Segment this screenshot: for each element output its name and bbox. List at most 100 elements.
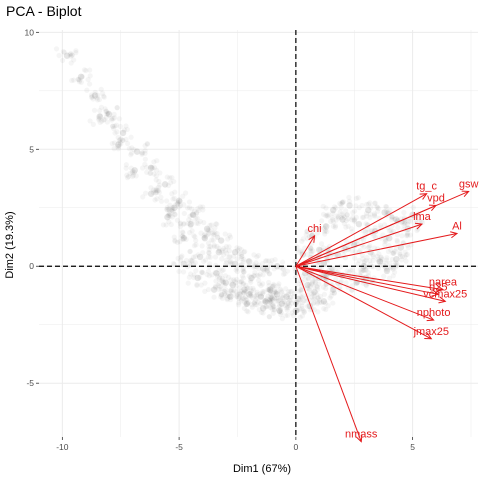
data-point [388,227,394,233]
data-point [242,248,248,255]
data-point [60,49,67,55]
data-point [387,207,393,213]
data-point [128,152,134,158]
data-point [186,205,193,211]
data-point [56,52,62,59]
data-point [269,296,276,303]
data-point [194,215,200,221]
data-point [245,258,253,265]
data-point [360,256,366,262]
data-point [365,229,371,236]
data-point [287,294,294,300]
data-point [185,220,191,227]
data-point [330,219,336,225]
data-point [389,216,395,223]
data-point [226,254,232,260]
data-point [212,254,219,260]
data-point [334,213,340,219]
data-point [284,307,290,313]
data-point [308,245,314,252]
data-point [304,236,311,242]
data-point [176,268,182,275]
data-point [123,136,129,143]
data-point [181,234,187,241]
data-point [277,296,284,302]
data-point [175,200,181,206]
data-point [349,217,355,223]
data-point [129,173,136,180]
data-point [59,57,66,64]
data-point [386,234,393,242]
data-point [286,302,293,309]
data-point [63,52,71,59]
data-point [228,287,235,293]
data-point [298,293,304,300]
data-point [281,292,287,298]
data-point [142,156,148,162]
data-point [177,239,183,245]
data-point [397,251,403,258]
data-point [94,95,100,101]
data-point [91,107,98,113]
data-point [356,257,362,264]
data-point [266,314,272,320]
data-point [353,203,359,209]
data-point [164,206,170,212]
data-point [321,306,327,312]
data-point [245,299,252,306]
data-point [402,254,408,260]
data-point [312,280,319,286]
data-point [212,229,218,236]
data-point [259,265,267,272]
data-point [222,282,228,288]
data-point [121,127,128,133]
data-point [381,209,388,216]
data-point [276,307,283,314]
data-point [177,224,183,230]
arrow-tg_c [295,193,427,267]
data-point [317,225,323,231]
arrowhead-nphoto [426,314,435,322]
data-point [104,111,110,117]
data-point [231,277,237,283]
data-point [373,234,379,240]
data-point [399,233,405,239]
reference-lines [39,30,478,437]
data-point [128,150,135,156]
data-point [188,257,194,263]
data-point [213,278,219,284]
data-point [172,212,178,218]
data-point [105,110,111,116]
data-point [218,286,224,292]
data-point [83,67,89,74]
arrowhead-Al [450,231,459,239]
data-point [299,238,305,244]
data-point [332,224,338,230]
data-point [183,257,190,264]
data-point [206,227,212,234]
data-point [265,287,271,293]
data-point [308,248,314,255]
data-point [140,150,146,156]
data-point [345,216,351,222]
data-point [94,97,101,103]
data-point [279,316,285,322]
data-point [314,230,321,236]
data-point [177,220,184,226]
data-point [269,292,275,298]
arrow-label-chi: chi [308,223,322,235]
data-point [404,221,411,227]
data-point [297,306,303,312]
point-cloud [53,46,426,322]
data-point [151,165,158,171]
data-point [218,294,224,300]
data-point [207,222,213,228]
data-point [169,205,175,211]
data-point [175,201,181,207]
data-point [123,162,129,168]
data-point [304,303,311,309]
data-point [390,266,396,272]
data-point [259,290,266,297]
data-point [303,232,309,238]
